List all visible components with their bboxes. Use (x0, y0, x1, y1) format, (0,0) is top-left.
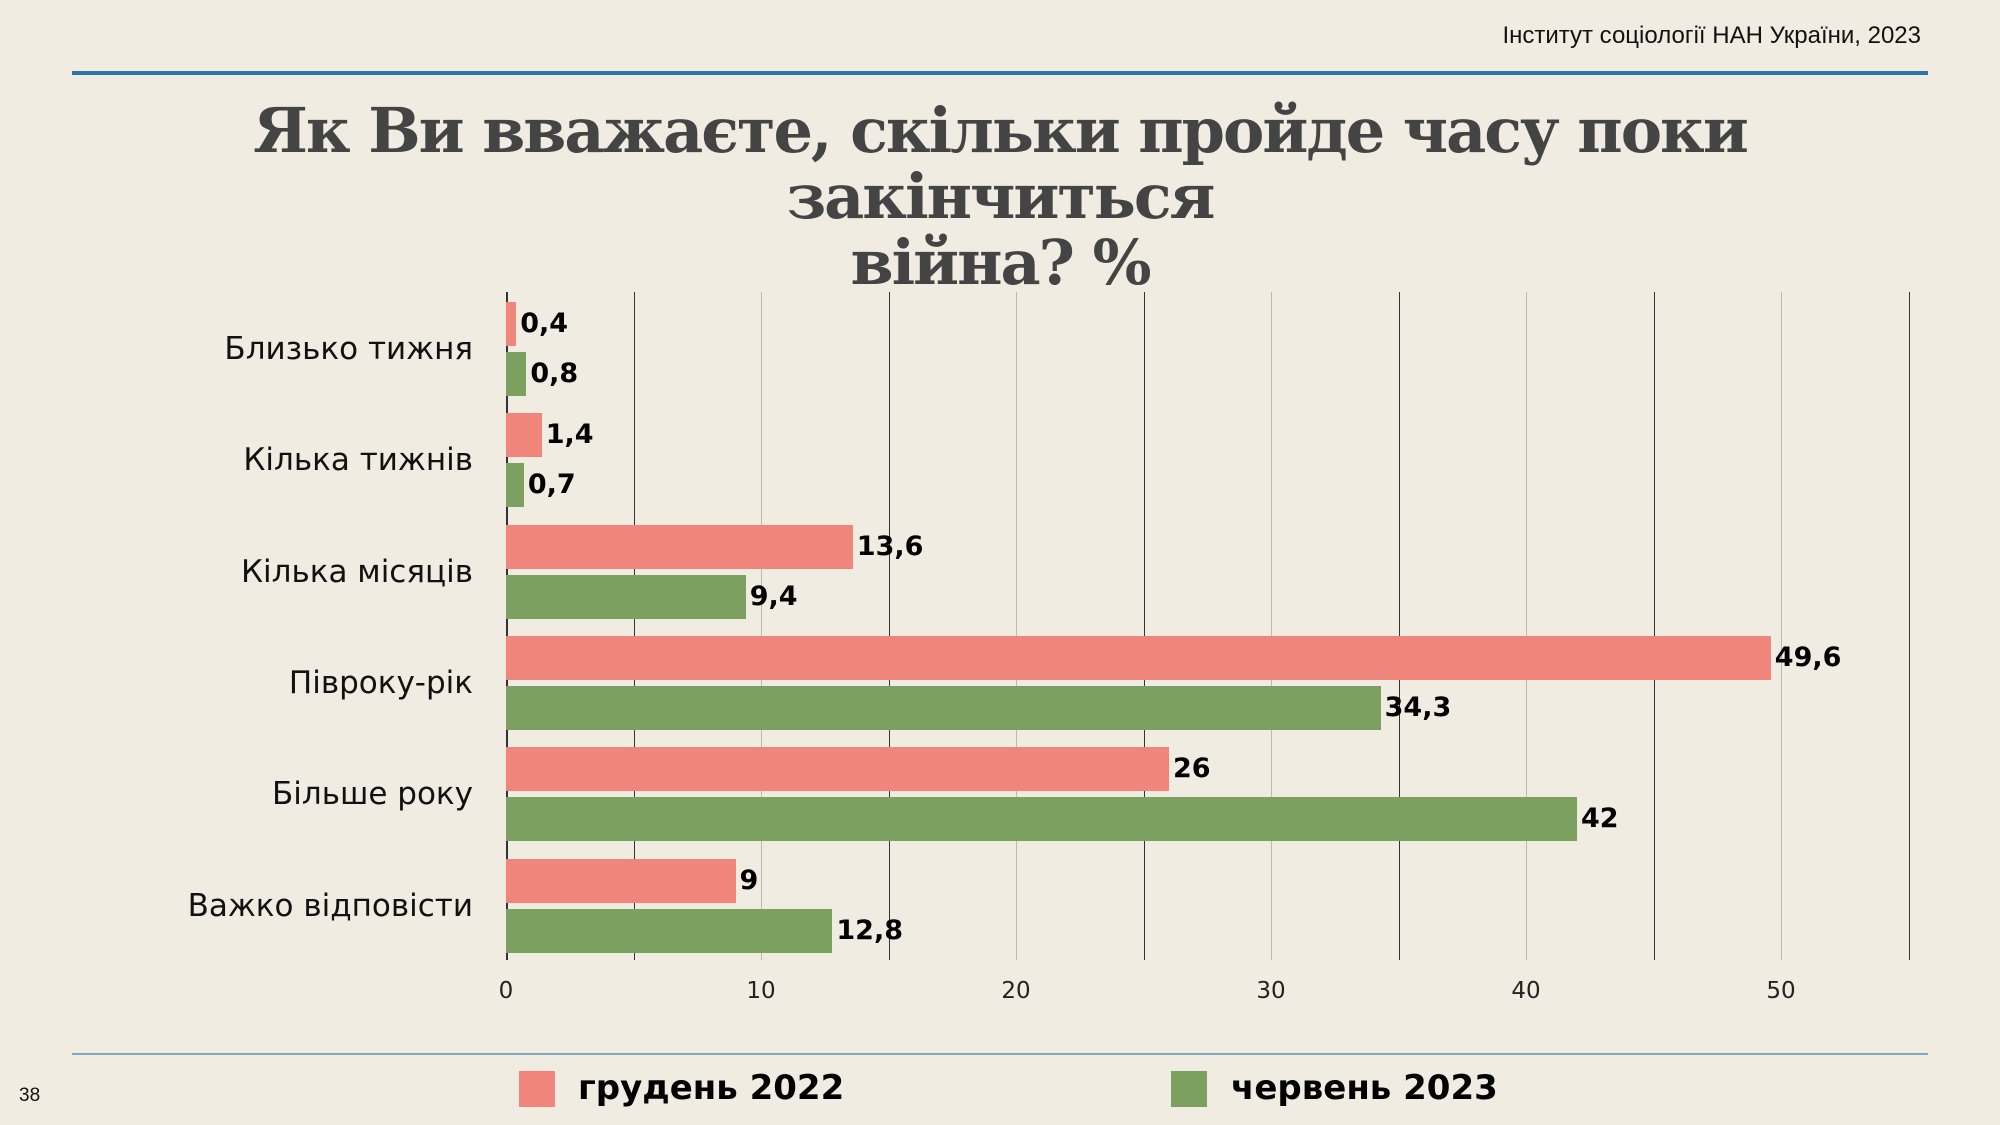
bar (506, 858, 736, 903)
page-number: 38 (19, 1085, 41, 1106)
x-tick-label: 10 (746, 978, 776, 1004)
legend-label-dec-2022: грудень 2022 (578, 1068, 845, 1108)
gridline (1398, 292, 1400, 960)
data-label: 13,6 (856, 530, 924, 562)
x-tick-label: 40 (1511, 978, 1541, 1004)
bar (506, 635, 1771, 680)
top-divider (72, 71, 1928, 75)
source-credit: Інститут соціології НАН України, 2023 (1502, 22, 1921, 49)
gridline (761, 292, 762, 960)
gridline (1143, 292, 1145, 960)
bar (506, 352, 527, 396)
category-label: Важко відповісти (187, 887, 473, 924)
category-label: Близько тижня (224, 331, 473, 367)
bar (506, 908, 833, 953)
category-label: Більше року (272, 776, 473, 813)
data-label: 42 (1581, 803, 1619, 835)
x-tick-label: 0 (498, 978, 514, 1004)
legend-swatch-jun-2023 (1171, 1071, 1207, 1107)
title-line-2: війна? % (850, 226, 1152, 299)
data-label: 49,6 (1774, 641, 1842, 673)
category-label: Кілька місяців (241, 553, 473, 590)
gridline (1908, 292, 1910, 960)
data-label: 1,4 (545, 419, 594, 451)
bar (506, 685, 1381, 730)
title-line-1: Як Ви вважаєте, скільки пройде часу поки… (253, 94, 1749, 233)
y-axis-line (506, 292, 508, 960)
bar (506, 413, 542, 458)
data-label: 0,7 (527, 469, 576, 501)
data-label: 9 (739, 864, 759, 896)
data-label: 34,3 (1384, 691, 1452, 723)
category-label: Кілька тижнів (243, 442, 473, 479)
category-label: Півроку-рік (288, 664, 473, 701)
legend-swatch-dec-2022 (519, 1071, 555, 1107)
gridline (1653, 292, 1655, 960)
bar (506, 463, 524, 508)
bar (506, 524, 853, 569)
gridline (633, 292, 635, 960)
bar (506, 747, 1169, 792)
chart-title: Як Ви вважаєте, скільки пройде часу поки… (100, 98, 1900, 296)
gridline (1781, 292, 1782, 960)
bar (506, 797, 1577, 842)
bar (506, 302, 517, 346)
plot-area: 0,4 0,8 1,4 0,7 13,6 9,4 49,6 34,3 26 42 9 12,8 (506, 292, 1910, 960)
data-label: 9,4 (749, 580, 798, 612)
bottom-divider (72, 1053, 1928, 1055)
data-label: 0,8 (530, 358, 579, 389)
legend-label-jun-2023: червень 2023 (1231, 1068, 1498, 1108)
data-label: 26 (1173, 753, 1211, 785)
data-label: 0,4 (520, 308, 569, 339)
data-label: 12,8 (836, 914, 904, 946)
x-tick-label: 50 (1766, 978, 1796, 1004)
gridline (1016, 292, 1017, 960)
bar (506, 574, 746, 619)
gridline (1526, 292, 1527, 960)
x-tick-label: 20 (1001, 978, 1031, 1004)
gridline (888, 292, 890, 960)
x-tick-label: 30 (1256, 978, 1286, 1004)
gridline (1271, 292, 1272, 960)
